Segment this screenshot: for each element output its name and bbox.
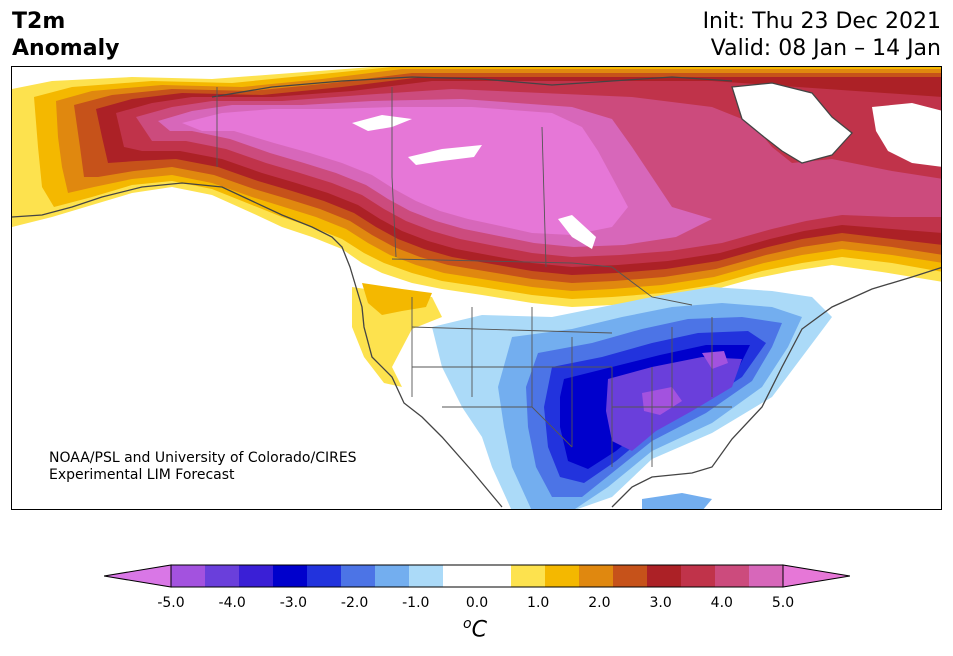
colorbar-cell xyxy=(171,565,206,587)
west-warm-fringe-2 xyxy=(362,283,432,315)
colorbar-tick-label: -2.0 xyxy=(340,595,369,611)
forecast-dates: Init: Thu 23 Dec 2021 Valid: 08 Jan – 14… xyxy=(703,8,941,62)
map-canvas xyxy=(12,67,941,509)
init-date: Init: Thu 23 Dec 2021 xyxy=(702,9,941,34)
unit-label: oC xyxy=(463,616,487,642)
colorbar-cell xyxy=(511,565,546,587)
colorbar-cell xyxy=(239,565,274,587)
colorbar-cell xyxy=(545,565,580,587)
colorbar-tick-labels: -5.0 -4.0 -3.0 -2.0 -1.0 0.0 1.0 2.0 3.0 4.0 5.0 xyxy=(0,595,953,615)
colorbar-cell xyxy=(477,565,512,587)
colorbar-tick-label: 1.0 xyxy=(527,595,550,611)
colorbar-tick-label: -1.0 xyxy=(402,595,430,611)
map-title: T2m Anomaly xyxy=(12,8,119,62)
colorbar xyxy=(104,564,850,588)
coastlines xyxy=(12,76,941,508)
map-credit: NOAA/PSL and University of Colorado/CIRE… xyxy=(49,450,357,484)
lake-gap-1 xyxy=(352,115,412,131)
west-warm-fringe xyxy=(352,287,442,387)
colorbar-cell xyxy=(681,565,716,587)
colorbar-cell xyxy=(375,565,410,587)
colorbar-cell xyxy=(613,565,648,587)
colorbar-tick-label: 4.0 xyxy=(710,595,733,611)
state-province-borders xyxy=(216,87,732,467)
colorbar-tick-label: -4.0 xyxy=(218,595,246,611)
valid-date: Valid: 08 Jan – 14 Jan xyxy=(710,36,941,61)
colorbar-outline xyxy=(170,564,784,588)
anomaly-map xyxy=(11,66,942,510)
unit-degree: o xyxy=(463,616,472,632)
colorbar-cell xyxy=(715,565,750,587)
labrador-gap xyxy=(872,103,941,167)
colorbar-tick-label: 2.0 xyxy=(588,595,611,611)
colorbar-tick-label: 3.0 xyxy=(649,595,672,611)
colorbar-right-arrow xyxy=(782,564,850,588)
credit-line-1: NOAA/PSL and University of Colorado/CIRE… xyxy=(49,450,357,466)
colorbar-cell xyxy=(443,565,478,587)
unit-letter: C xyxy=(471,617,487,643)
colorbar-left-arrow xyxy=(104,564,172,588)
colorbar-tick-label: 5.0 xyxy=(771,595,795,611)
title-line-1: T2m xyxy=(12,9,66,34)
title-line-2: Anomaly xyxy=(12,36,120,61)
colorbar-cell xyxy=(341,565,376,587)
colorbar-cell xyxy=(205,565,240,587)
colorbar-cells xyxy=(171,565,784,587)
warm-core-magenta xyxy=(182,107,628,235)
credit-line-2: Experimental LIM Forecast xyxy=(49,467,235,483)
caribbean-cold xyxy=(642,493,712,509)
lake-gap-3 xyxy=(558,215,596,249)
colorbar-tick-label: 0.0 xyxy=(465,595,489,611)
colorbar-cell xyxy=(749,565,784,587)
colorbar-tick-label: -3.0 xyxy=(279,595,308,611)
colorbar-cell xyxy=(409,565,444,587)
colorbar-cell xyxy=(307,565,342,587)
colorbar-cell xyxy=(579,565,614,587)
colorbar-cell xyxy=(647,565,682,587)
cold-core-purple-2 xyxy=(702,351,728,369)
lake-gap-2 xyxy=(408,145,482,165)
colorbar-cell xyxy=(273,565,308,587)
colorbar-tick-label: -5.0 xyxy=(157,595,185,611)
hudson-bay-gap xyxy=(732,83,852,163)
